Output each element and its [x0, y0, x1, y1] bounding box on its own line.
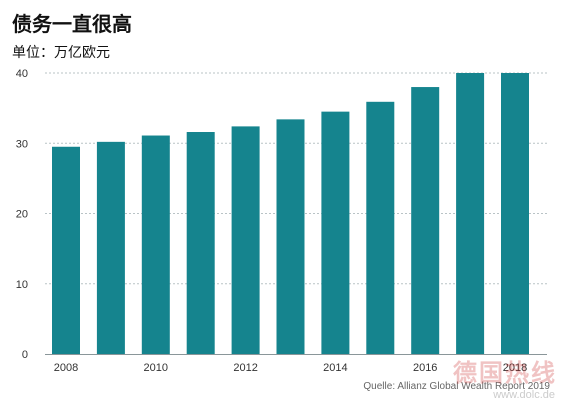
- bar-2018: [501, 73, 529, 354]
- watermark-url: www.dolc.de: [493, 389, 555, 401]
- bar-2014: [321, 111, 350, 354]
- bar-2010: [141, 135, 170, 354]
- x-tick-label: 2012: [233, 362, 257, 374]
- y-tick-label: 0: [22, 349, 28, 361]
- y-tick-label: 40: [16, 68, 28, 80]
- bar-2012: [231, 126, 260, 354]
- bar-2011: [186, 132, 215, 354]
- x-axis-ticks: 2008 2010 2012 2014 2016 2018: [54, 362, 527, 374]
- chart-subtitle: 单位：万亿欧元: [12, 45, 110, 61]
- watermark-logo: 德国热线: [453, 359, 557, 387]
- x-tick-label: 2010: [144, 362, 168, 374]
- x-tick-label: 2016: [413, 362, 437, 374]
- bar-2013: [276, 119, 305, 355]
- source-note: Quelle: Allianz Global Wealth Report 201…: [363, 381, 550, 392]
- y-tick-label: 10: [16, 279, 28, 291]
- y-tick-label: 20: [16, 209, 28, 221]
- x-tick-label: 2014: [323, 362, 347, 374]
- bar-2017: [456, 73, 485, 354]
- bar-2008: [52, 146, 80, 354]
- x-tick-label: 2018: [503, 362, 527, 374]
- bar-2016: [411, 87, 440, 355]
- x-tick-label: 2008: [54, 362, 78, 374]
- bar-2015: [366, 101, 395, 355]
- y-axis-ticks: 0 10 20 30 40: [16, 68, 28, 361]
- y-tick-label: 30: [16, 138, 28, 150]
- chart-title: 债务一直很高: [12, 12, 132, 36]
- bar-2009: [96, 141, 125, 354]
- bars: [52, 73, 529, 355]
